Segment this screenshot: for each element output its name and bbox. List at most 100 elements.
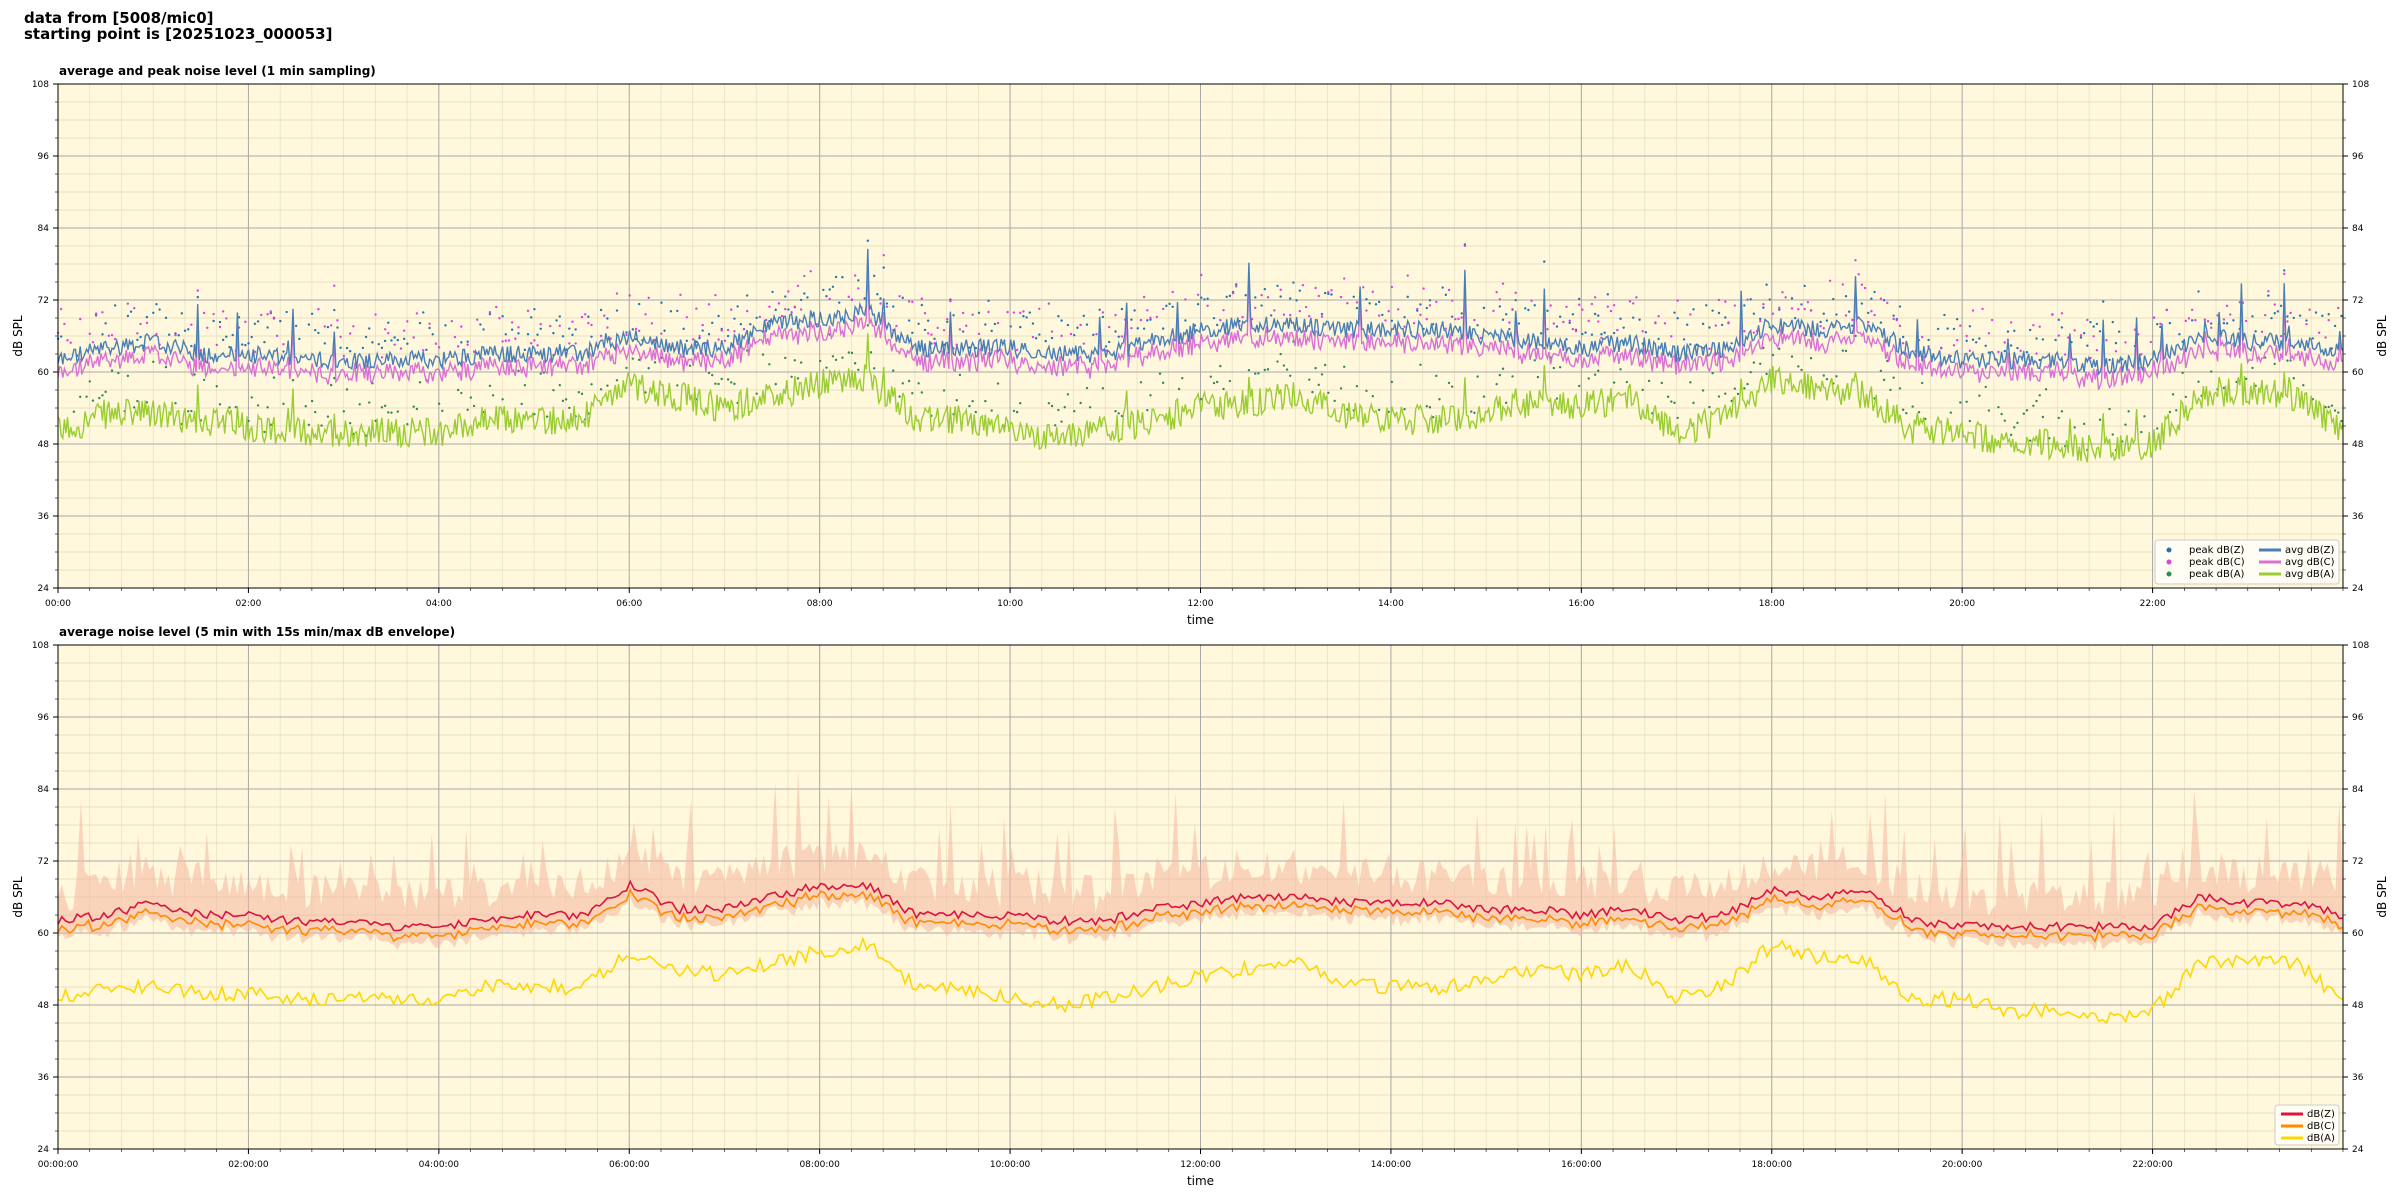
peak-dbz-dot <box>1965 339 1968 343</box>
peak-dba-dot <box>314 410 317 414</box>
peak-dbz-dot <box>841 276 844 279</box>
peak-dba-dot <box>590 383 593 386</box>
peak-dbc-dot <box>615 292 619 295</box>
peak-dbz-dot <box>1800 303 1803 306</box>
peak-dbc-dot <box>1314 286 1317 290</box>
peak-dbc-dot <box>996 321 1000 325</box>
peak-dba-dot <box>1149 394 1152 397</box>
peak-dbz-dot <box>968 346 971 349</box>
peak-dbc-dot <box>784 307 787 311</box>
peak-dbz-dot <box>533 307 536 311</box>
peak-dbz-dot <box>711 321 714 325</box>
peak-dba-dot <box>1578 384 1581 388</box>
peak-dbc-dot <box>1568 319 1571 322</box>
peak-dbc-dot <box>383 328 387 331</box>
peak-dbz-dot <box>2340 314 2343 318</box>
peak-dbc-dot <box>1717 298 1721 302</box>
peak-dbz-dot <box>1622 326 1625 329</box>
peak-dba-dot <box>799 361 803 364</box>
peak-dbc-dot <box>526 309 530 313</box>
peak-dba-dot <box>133 406 136 409</box>
peak-dba-dot <box>1431 416 1435 419</box>
peak-dbc-dot <box>450 319 454 323</box>
peak-dba-dot <box>1498 373 1502 377</box>
peak-dbz-dot <box>717 314 720 318</box>
peak-dbz-dot <box>1107 340 1111 344</box>
peak-dbz-dot <box>256 320 260 323</box>
x-tick-label: 14:00 <box>1378 599 1404 609</box>
peak-dbz-dot <box>682 327 685 331</box>
peak-dba-dot <box>2273 362 2276 366</box>
peak-dbz-dot <box>2086 344 2089 347</box>
peak-dbz-dot <box>863 297 866 300</box>
peak-dbz-dot <box>1590 333 1594 336</box>
peak-dbc-dot <box>1492 309 1495 313</box>
peak-dbc-dot <box>936 326 939 330</box>
peak-dbc-dot <box>1161 307 1165 311</box>
peak-dbc-dot <box>1597 320 1600 323</box>
peak-dba-dot <box>1809 357 1813 360</box>
peak-dbz-dot <box>1968 325 1972 328</box>
peak-dbc-dot <box>1657 315 1660 318</box>
peak-dba-dot <box>1724 392 1727 395</box>
peak-dbc-dot <box>1990 318 1994 322</box>
peak-dbz-dot <box>1365 298 1368 301</box>
peak-dba-dot <box>790 375 793 379</box>
peak-dbz-dot <box>2283 269 2286 272</box>
peak-dbz-dot <box>1330 293 1333 296</box>
x-tick-label: 02:00:00 <box>228 1160 269 1170</box>
peak-dbz-dot <box>1460 312 1463 315</box>
peak-dbz-dot <box>2114 341 2118 345</box>
peak-dbz-dot <box>946 320 949 323</box>
x-tick-label: 20:00 <box>1949 599 1975 609</box>
peak-dbc-dot <box>79 317 82 321</box>
peak-dbz-dot <box>1206 297 1209 300</box>
peak-dba-dot <box>580 392 584 396</box>
peak-dbc-dot <box>460 325 463 328</box>
peak-dba-dot <box>539 372 542 375</box>
peak-dbc-dot <box>1060 334 1063 338</box>
peak-dbc-dot <box>1689 313 1692 316</box>
peak-dba-dot <box>2244 377 2248 381</box>
peak-dbz-dot <box>348 350 352 353</box>
chart-title: average noise level (5 min with 15s min/… <box>59 625 455 639</box>
peak-dbc-dot <box>113 337 117 341</box>
peak-dbc-dot <box>955 343 958 346</box>
peak-dbc-dot <box>1892 317 1895 321</box>
peak-dbc-dot <box>1019 311 1022 315</box>
peak-dbc-dot <box>91 341 95 344</box>
peak-dba-dot <box>126 374 130 378</box>
peak-dba-dot <box>1470 410 1473 413</box>
peak-dbc-dot <box>733 330 736 333</box>
peak-dba-dot <box>2108 407 2111 411</box>
peak-dbz-dot <box>1692 308 1695 311</box>
peak-dbz-dot <box>1114 330 1117 333</box>
peak-dbz-dot <box>803 292 806 295</box>
peak-dbz-dot <box>2111 320 2114 324</box>
peak-dbc-dot <box>1578 303 1581 306</box>
peak-dbz-dot <box>1936 327 1940 331</box>
peak-dbz-dot <box>2279 304 2283 308</box>
peak-dba-dot <box>501 398 504 401</box>
peak-dbz-dot <box>901 296 904 300</box>
peak-dbc-dot <box>1142 295 1146 299</box>
peak-dba-dot <box>1390 380 1394 384</box>
peak-dbz-dot <box>1009 325 1012 328</box>
peak-dba-dot <box>1339 387 1343 390</box>
peak-dbz-dot <box>294 324 298 328</box>
peak-dbc-dot <box>2152 316 2156 319</box>
peak-dbz-dot <box>1498 305 1502 308</box>
peak-dba-dot <box>1476 375 1479 378</box>
peak-dbz-dot <box>2092 325 2095 328</box>
peak-dbc-dot <box>765 318 768 322</box>
peak-dbc-dot <box>660 332 663 335</box>
y-tick-label: 96 <box>2352 152 2364 162</box>
peak-dbc-dot <box>745 309 749 313</box>
legend-label: avg dB(A) <box>2285 569 2335 580</box>
peak-dbc-dot <box>1565 305 1568 309</box>
peak-dba-dot <box>2184 395 2187 399</box>
peak-dba-dot <box>1266 368 1270 371</box>
peak-dbz-dot <box>1898 305 1902 308</box>
peak-dbz-dot <box>1215 323 1219 327</box>
peak-dbc-dot <box>456 345 460 348</box>
